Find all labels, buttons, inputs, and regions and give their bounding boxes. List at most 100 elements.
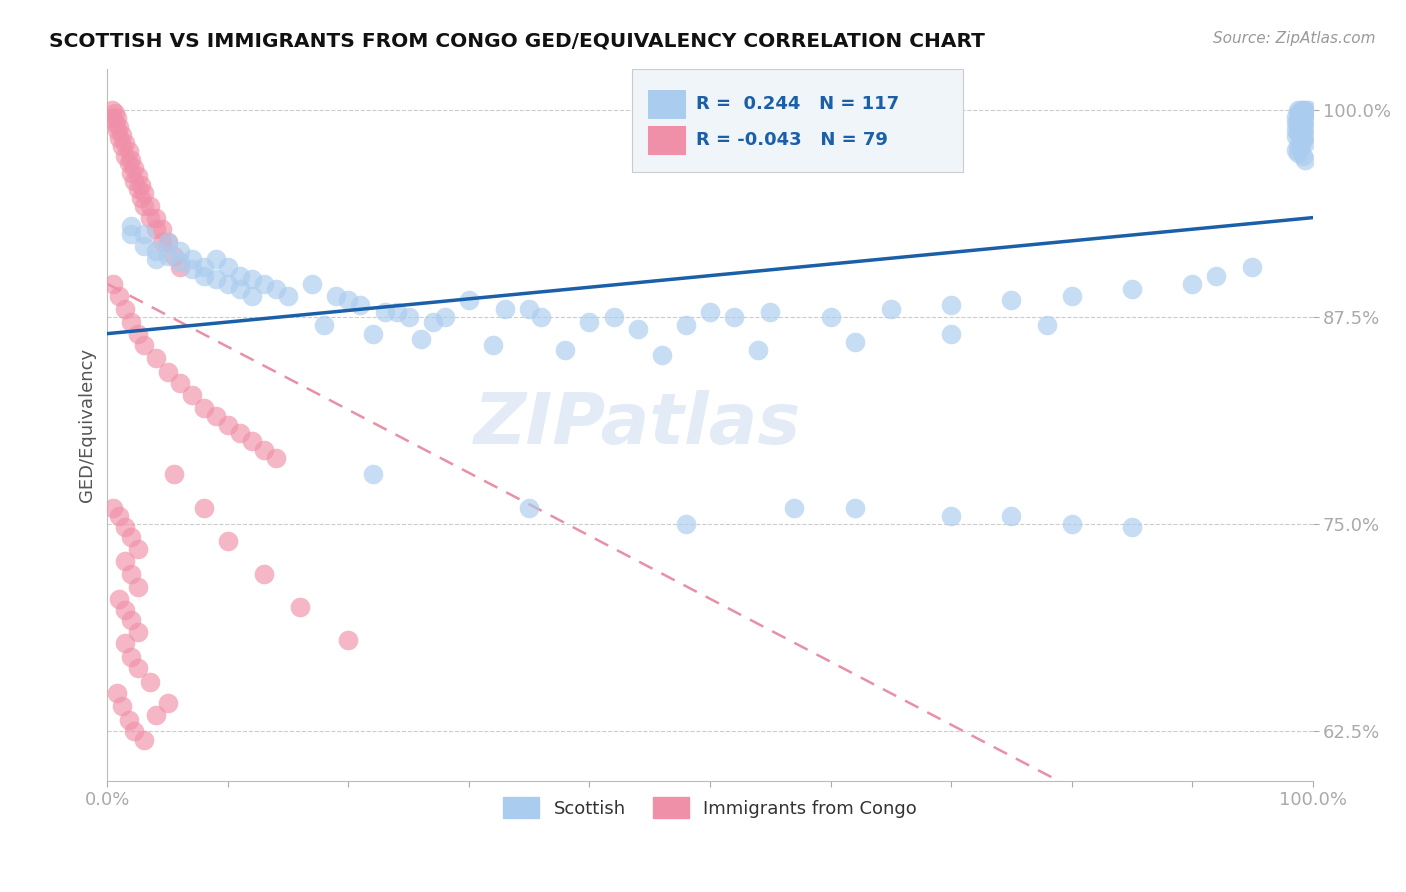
Point <box>723 310 745 324</box>
Point <box>145 252 167 266</box>
FancyBboxPatch shape <box>647 89 686 120</box>
Point <box>121 530 143 544</box>
Text: SCOTTISH VS IMMIGRANTS FROM CONGO GED/EQUIVALENCY CORRELATION CHART: SCOTTISH VS IMMIGRANTS FROM CONGO GED/EQ… <box>49 31 986 50</box>
Point <box>361 467 384 482</box>
Point <box>229 268 252 283</box>
Point <box>156 235 179 250</box>
Point <box>132 338 155 352</box>
Point <box>1286 103 1309 117</box>
Point <box>132 199 155 213</box>
Point <box>217 417 239 432</box>
Point <box>627 321 650 335</box>
Point <box>111 699 134 714</box>
Point <box>1060 517 1083 532</box>
Point <box>398 310 420 324</box>
Point <box>193 401 215 416</box>
Point <box>217 533 239 548</box>
Point <box>132 186 155 200</box>
Point <box>132 732 155 747</box>
Point <box>101 112 124 126</box>
Point <box>122 724 145 739</box>
Point <box>1285 110 1308 124</box>
Point <box>156 235 179 250</box>
Point <box>121 566 143 581</box>
Point <box>108 131 131 145</box>
Point <box>253 566 276 581</box>
Text: ZIPatlas: ZIPatlas <box>474 391 801 459</box>
Point <box>433 310 456 324</box>
Point <box>1292 126 1315 140</box>
Point <box>1289 110 1312 124</box>
Point <box>409 332 432 346</box>
Point <box>121 649 143 664</box>
Point <box>1286 146 1309 161</box>
Point <box>122 174 145 188</box>
Point <box>114 520 136 534</box>
Point <box>240 272 263 286</box>
Point <box>240 434 263 449</box>
Point <box>156 249 179 263</box>
Point <box>101 103 124 117</box>
Point <box>264 450 287 465</box>
Point <box>150 235 173 250</box>
Point <box>193 268 215 283</box>
Point <box>458 293 481 308</box>
Point <box>114 301 136 316</box>
Point <box>169 260 191 275</box>
Point <box>145 707 167 722</box>
Point <box>169 255 191 269</box>
Point <box>121 227 143 242</box>
Point <box>1285 123 1308 137</box>
Point <box>337 293 360 308</box>
Point <box>277 288 299 302</box>
Point <box>554 343 576 358</box>
Point <box>180 252 202 266</box>
Point <box>118 156 141 170</box>
Point <box>1060 288 1083 302</box>
Point <box>1292 120 1315 134</box>
Point <box>675 517 697 532</box>
Point <box>939 326 962 341</box>
Point <box>193 260 215 275</box>
Point <box>253 277 276 291</box>
Point <box>517 301 540 316</box>
Point <box>129 178 152 192</box>
Point <box>180 388 202 402</box>
Point <box>1286 106 1309 120</box>
Point <box>1286 139 1309 153</box>
Point <box>138 211 160 225</box>
Point <box>759 305 782 319</box>
Text: Source: ZipAtlas.com: Source: ZipAtlas.com <box>1212 31 1375 46</box>
Point <box>108 120 131 134</box>
Point <box>1000 508 1022 523</box>
Point <box>180 262 202 277</box>
Point <box>939 298 962 312</box>
Point <box>1205 268 1227 283</box>
Point <box>104 106 127 120</box>
Point <box>494 301 516 316</box>
Point <box>114 636 136 650</box>
Point <box>422 315 444 329</box>
Point <box>114 149 136 163</box>
Point <box>1286 126 1309 140</box>
Point <box>1286 112 1309 127</box>
Point <box>1294 103 1316 117</box>
FancyBboxPatch shape <box>631 69 963 172</box>
Point <box>114 136 136 150</box>
Point <box>127 661 149 675</box>
Point <box>820 310 842 324</box>
Point <box>138 199 160 213</box>
Point <box>121 613 143 627</box>
Point <box>939 508 962 523</box>
Point <box>651 348 673 362</box>
Point <box>844 500 866 515</box>
Point <box>105 112 128 126</box>
Point <box>118 713 141 727</box>
Point <box>127 182 149 196</box>
Point <box>747 343 769 358</box>
Point <box>114 554 136 568</box>
Point <box>205 252 228 266</box>
Point <box>105 123 128 137</box>
Point <box>156 365 179 379</box>
Point <box>1000 293 1022 308</box>
